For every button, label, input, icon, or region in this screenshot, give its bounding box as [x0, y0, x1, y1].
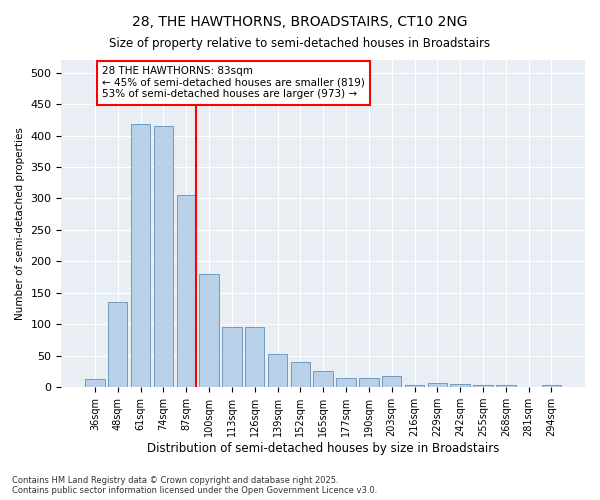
Bar — [108, 302, 127, 387]
Bar — [199, 274, 219, 387]
Bar — [85, 379, 104, 387]
Bar — [268, 354, 287, 387]
Text: Contains HM Land Registry data © Crown copyright and database right 2025.
Contai: Contains HM Land Registry data © Crown c… — [12, 476, 377, 495]
Text: 28 THE HAWTHORNS: 83sqm
← 45% of semi-detached houses are smaller (819)
53% of s: 28 THE HAWTHORNS: 83sqm ← 45% of semi-de… — [102, 66, 365, 100]
Bar — [451, 384, 470, 387]
Y-axis label: Number of semi-detached properties: Number of semi-detached properties — [15, 127, 25, 320]
Bar — [473, 384, 493, 387]
Bar — [290, 362, 310, 387]
Bar — [382, 376, 401, 387]
Bar — [176, 196, 196, 387]
Bar — [337, 378, 356, 387]
Bar — [359, 378, 379, 387]
Bar — [428, 384, 447, 387]
Bar — [131, 124, 150, 387]
Bar — [245, 328, 265, 387]
Bar — [496, 384, 515, 387]
Bar — [313, 372, 333, 387]
Text: Size of property relative to semi-detached houses in Broadstairs: Size of property relative to semi-detach… — [109, 38, 491, 51]
Bar — [542, 386, 561, 387]
X-axis label: Distribution of semi-detached houses by size in Broadstairs: Distribution of semi-detached houses by … — [147, 442, 499, 455]
Bar — [405, 384, 424, 387]
Bar — [154, 126, 173, 387]
Text: 28, THE HAWTHORNS, BROADSTAIRS, CT10 2NG: 28, THE HAWTHORNS, BROADSTAIRS, CT10 2NG — [132, 15, 468, 29]
Bar — [519, 386, 538, 387]
Bar — [222, 328, 242, 387]
